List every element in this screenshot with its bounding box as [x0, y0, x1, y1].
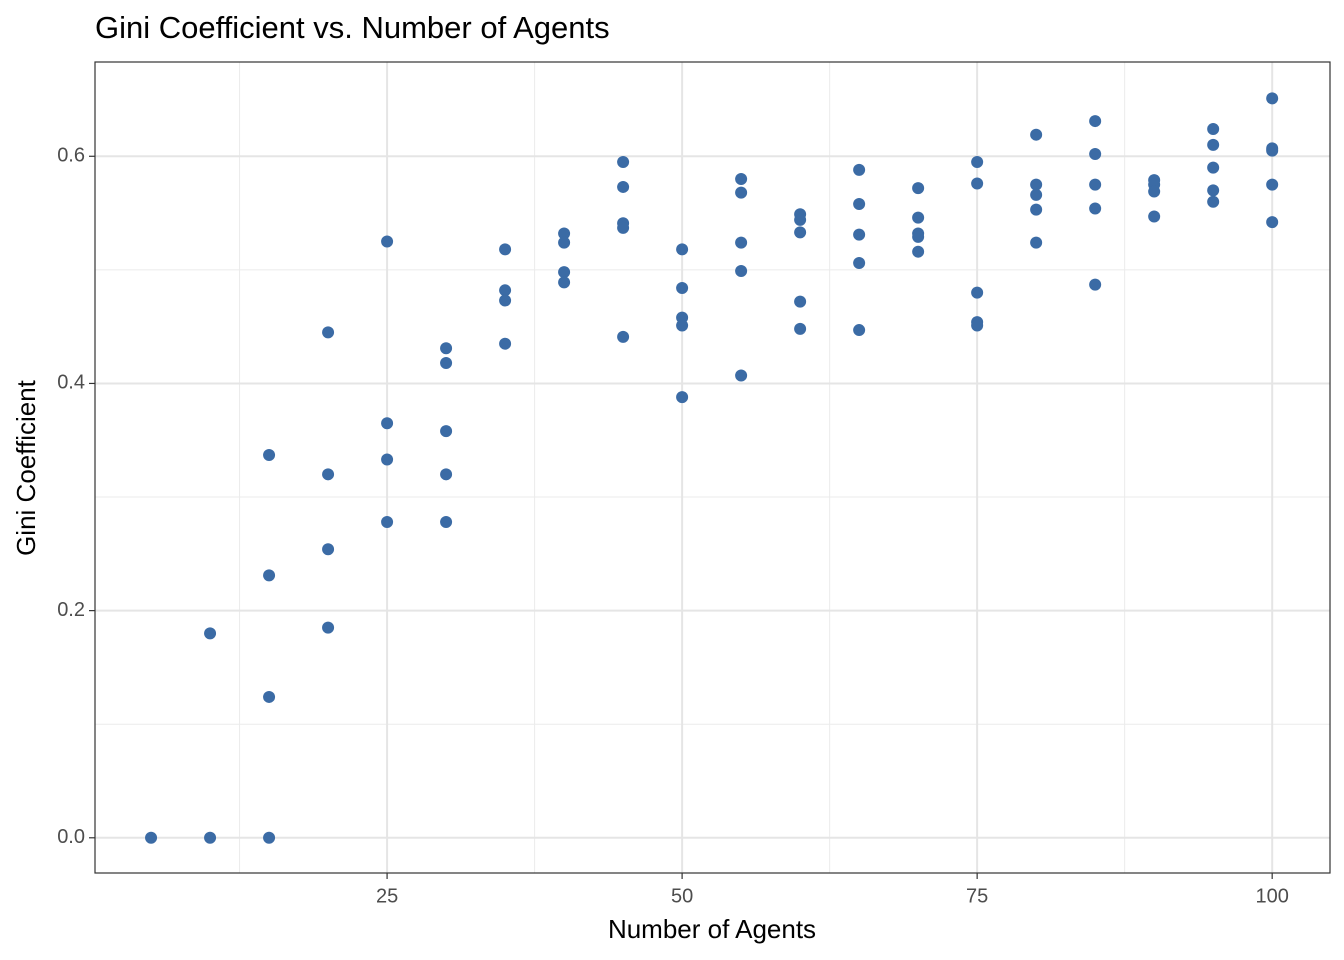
- x-tick-label: 100: [1255, 885, 1288, 907]
- point: [499, 284, 512, 297]
- point: [853, 228, 866, 241]
- point: [1207, 161, 1220, 174]
- x-axis-label: Number of Agents: [608, 914, 816, 944]
- point: [322, 468, 335, 481]
- point: [440, 425, 453, 438]
- point: [263, 569, 276, 582]
- point: [1089, 178, 1102, 191]
- point: [1030, 203, 1043, 216]
- x-tick-label: 25: [376, 885, 398, 907]
- point: [440, 468, 453, 481]
- point: [263, 831, 276, 844]
- point: [735, 264, 748, 277]
- point: [735, 236, 748, 249]
- point: [1266, 216, 1279, 229]
- point: [971, 319, 984, 332]
- point: [971, 286, 984, 299]
- point: [381, 417, 394, 430]
- point: [617, 221, 630, 234]
- x-tick-label: 75: [966, 885, 988, 907]
- point: [499, 337, 512, 350]
- point: [676, 391, 689, 404]
- point: [499, 243, 512, 256]
- y-axis-label: Gini Coefficient: [11, 379, 41, 556]
- point: [676, 319, 689, 332]
- chart-title: Gini Coefficient vs. Number of Agents: [95, 10, 610, 45]
- point: [617, 330, 630, 343]
- point: [912, 245, 925, 258]
- point: [558, 227, 571, 240]
- point: [322, 326, 335, 339]
- point: [735, 172, 748, 185]
- point: [1089, 202, 1102, 215]
- point: [853, 163, 866, 176]
- point: [735, 369, 748, 382]
- point: [204, 831, 217, 844]
- point: [912, 230, 925, 243]
- point: [499, 294, 512, 307]
- panel-border: [94, 61, 1331, 874]
- point: [558, 236, 571, 249]
- point: [1266, 92, 1279, 105]
- point: [381, 516, 394, 529]
- point: [853, 257, 866, 270]
- point: [676, 282, 689, 295]
- point: [440, 516, 453, 529]
- point: [1089, 148, 1102, 161]
- point: [322, 543, 335, 556]
- point: [1207, 184, 1220, 197]
- point: [794, 226, 807, 239]
- point: [381, 453, 394, 466]
- point: [558, 266, 571, 279]
- point: [1207, 123, 1220, 136]
- point: [1030, 236, 1043, 249]
- point: [322, 621, 335, 634]
- point: [1207, 138, 1220, 151]
- point: [263, 449, 276, 462]
- point: [853, 197, 866, 210]
- point: [1148, 210, 1161, 223]
- point: [1089, 115, 1102, 128]
- point: [145, 831, 158, 844]
- point: [1266, 178, 1279, 191]
- point: [1030, 178, 1043, 191]
- x-tick-label: 50: [671, 885, 693, 907]
- point: [1089, 278, 1102, 291]
- point: [971, 177, 984, 190]
- point: [735, 186, 748, 199]
- point: [912, 211, 925, 224]
- point: [440, 357, 453, 370]
- point: [1030, 128, 1043, 141]
- point: [617, 180, 630, 193]
- point: [971, 155, 984, 168]
- point: [1207, 195, 1220, 208]
- point: [263, 690, 276, 703]
- point: [1266, 144, 1279, 157]
- point: [558, 276, 571, 289]
- point: [676, 243, 689, 256]
- point: [794, 213, 807, 226]
- point: [204, 627, 217, 640]
- y-tick-label: 0.0: [57, 826, 85, 848]
- y-tick-label: 0.4: [57, 372, 85, 394]
- y-tick-label: 0.6: [57, 145, 85, 167]
- point: [617, 155, 630, 168]
- y-tick-label: 0.2: [57, 599, 85, 621]
- point: [853, 324, 866, 337]
- point: [794, 295, 807, 308]
- point: [912, 182, 925, 195]
- point: [440, 342, 453, 355]
- point: [381, 235, 394, 248]
- point: [1148, 185, 1161, 198]
- point: [794, 322, 807, 335]
- point: [1030, 188, 1043, 201]
